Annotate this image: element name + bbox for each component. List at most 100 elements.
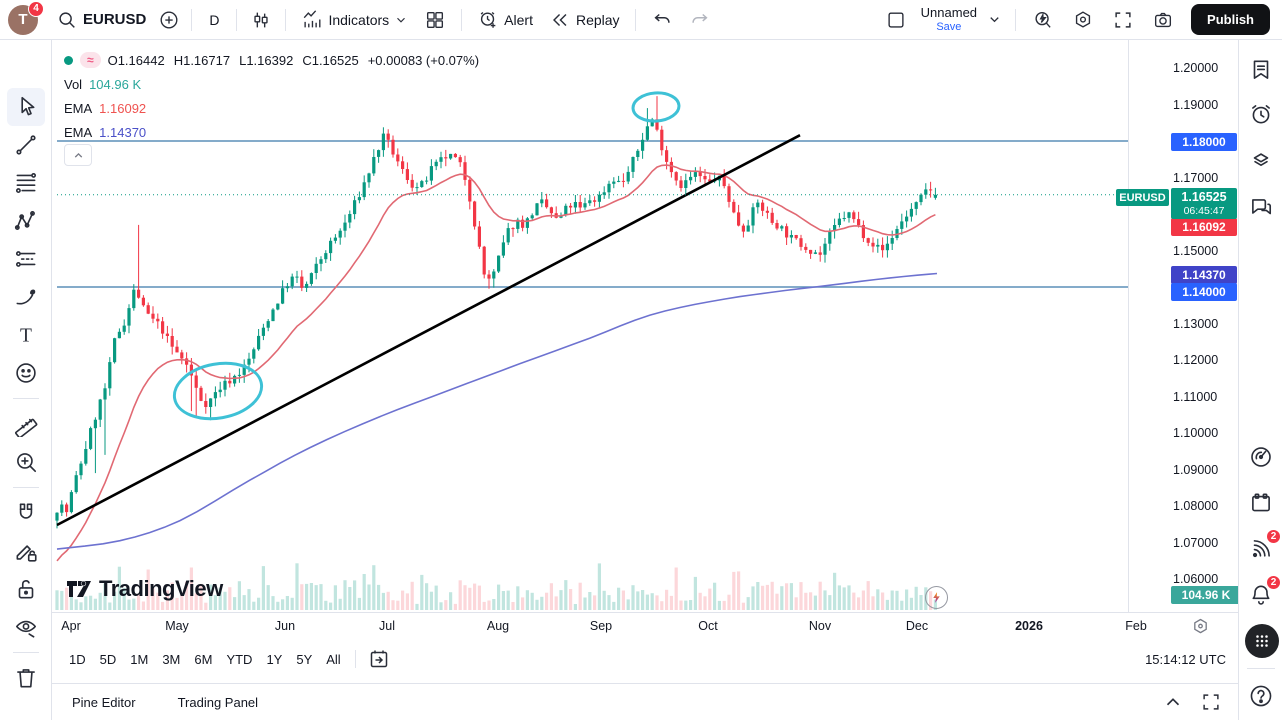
ema2-value: 1.14370 <box>99 124 147 140</box>
layout-templates-icon[interactable] <box>424 9 446 31</box>
price-tick: 1.06000 <box>1173 572 1219 586</box>
price-tick: 1.15000 <box>1173 243 1219 258</box>
legend-low: L1.16392 <box>239 52 294 68</box>
fullscreen-icon[interactable] <box>1112 9 1134 31</box>
lock-all-tool[interactable] <box>7 570 45 608</box>
chat-icon[interactable] <box>1245 191 1277 223</box>
time-tick-dec: Dec <box>905 619 929 633</box>
bottom-panel: Pine Editor Trading Panel <box>52 683 1238 720</box>
layout-name-button[interactable]: Unnamed Save <box>917 5 981 33</box>
save-link[interactable]: Save <box>936 20 962 33</box>
replay-button[interactable]: Replay <box>541 4 628 36</box>
price-tick: 1.07000 <box>1173 535 1219 550</box>
drawing-pencil-lock-tool[interactable] <box>7 532 45 570</box>
range-6m-button[interactable]: 6M <box>194 651 213 667</box>
apps-grid-icon[interactable] <box>1245 624 1279 658</box>
cursor-tool[interactable] <box>6 88 45 126</box>
alert-button[interactable]: Alert <box>469 4 541 36</box>
price-tick: 1.11000 <box>1173 389 1218 404</box>
top-toolbar: T 4 EURUSD D <box>0 0 1282 40</box>
zoom-in-tool[interactable] <box>7 443 45 481</box>
time-tick-aug: Aug <box>486 619 510 633</box>
indicators-button[interactable]: Indicators <box>293 4 416 36</box>
text-tool-tool[interactable]: T <box>7 316 45 354</box>
trend-line-tool[interactable] <box>7 126 45 164</box>
notifications-bell-icon[interactable]: 2 <box>1245 575 1281 611</box>
price-tick: 1.10000 <box>1173 426 1219 440</box>
xabcd-pattern-tool[interactable] <box>7 202 45 240</box>
replay-label: Replay <box>575 11 620 28</box>
chevron-down-icon <box>394 13 408 27</box>
watchlist-icon[interactable] <box>1245 54 1277 86</box>
snapshot-camera-icon[interactable] <box>1152 9 1174 31</box>
range-1m-button[interactable]: 1M <box>130 651 149 667</box>
toolbar-separator <box>285 8 287 31</box>
single-layout-icon[interactable] <box>885 9 907 31</box>
interval-button[interactable]: D <box>199 4 229 36</box>
chart-style-candles-icon[interactable] <box>250 9 272 31</box>
watermark-text: TradingView <box>99 576 223 601</box>
price-chart-canvas[interactable] <box>52 40 1128 612</box>
ema1-value: 1.16092 <box>99 100 147 116</box>
time-tick-jun: Jun <box>274 619 296 633</box>
range-all-button[interactable]: All <box>326 651 341 667</box>
forecast-tool[interactable] <box>7 240 45 278</box>
legend-collapse-button[interactable] <box>64 144 92 166</box>
range-1d-button[interactable]: 1D <box>69 651 86 667</box>
symbol-search-button[interactable]: EURUSD <box>48 4 154 36</box>
toolbar-divider <box>12 398 39 399</box>
quick-search-icon[interactable] <box>1032 9 1054 31</box>
range-ytd-button[interactable]: YTD <box>226 651 253 667</box>
legend-ema2-row[interactable]: EMA 1.14370 <box>64 120 479 144</box>
range-3m-button[interactable]: 3M <box>162 651 181 667</box>
user-menu[interactable]: T 4 <box>8 0 44 35</box>
publish-button[interactable]: Publish <box>1191 4 1270 35</box>
alerts-clock-icon[interactable] <box>1245 98 1277 130</box>
time-axis[interactable]: Apr May Jun Jul Aug Sep Oct Nov Dec 2026 Feb <box>52 612 1238 640</box>
remove-drawings-trash-tool[interactable] <box>7 659 45 697</box>
object-tree-layers-icon[interactable] <box>1245 143 1277 175</box>
ruler-tool[interactable] <box>7 405 45 443</box>
settings-gear-icon[interactable] <box>1072 9 1094 31</box>
fib-retracement-tool[interactable] <box>7 164 45 202</box>
range-1y-button[interactable]: 1Y <box>266 651 283 667</box>
legend-ema1-row[interactable]: EMA 1.16092 <box>64 96 479 120</box>
current-price-value: 1.16525 <box>1181 190 1227 205</box>
goto-date-calendar-icon[interactable] <box>367 647 391 671</box>
help-icon[interactable] <box>1245 680 1277 712</box>
toolbar-divider <box>12 487 39 488</box>
magnet-tool[interactable] <box>7 494 45 532</box>
pine-editor-tab[interactable]: Pine Editor <box>72 694 136 710</box>
emoji-tool[interactable] <box>7 354 45 392</box>
trading-panel-tab[interactable]: Trading Panel <box>177 694 259 710</box>
panel-chevron-up-icon[interactable] <box>1162 691 1184 713</box>
clock-utc[interactable]: 15:14:12 UTC <box>1145 651 1226 667</box>
price-axis[interactable]: 1.20000 1.19000 1.17000 1.15000 1.13000 1.120… <box>1116 40 1241 612</box>
symbol-price-tag: EURUSD <box>1116 189 1169 206</box>
time-axis-settings-icon[interactable] <box>1190 616 1211 637</box>
legend-volume-row[interactable]: Vol 104.96 K <box>64 72 479 96</box>
time-tick-may: May <box>165 619 189 633</box>
economic-calendar-icon[interactable] <box>1245 487 1277 519</box>
redo-icon[interactable] <box>689 9 711 31</box>
legend-ohlc-row: ≈ O1.16442 H1.16717 L1.16392 C1.16525 +0… <box>64 48 479 72</box>
ema2-label: EMA <box>64 124 93 140</box>
sidebar-divider <box>1247 668 1275 669</box>
chevron-down-icon[interactable] <box>987 12 1002 27</box>
time-tick-apr: Apr <box>61 619 81 633</box>
price-tick: 1.13000 <box>1173 316 1219 331</box>
hide-drawings-eye-tool[interactable] <box>7 608 45 646</box>
undo-icon[interactable] <box>651 9 673 31</box>
range-5d-button[interactable]: 5D <box>99 651 117 667</box>
brush-tool[interactable] <box>7 278 45 316</box>
price-label-1-14: 1.14000 <box>1171 283 1237 301</box>
screener-radar-icon[interactable] <box>1245 441 1277 473</box>
panel-maximize-icon[interactable] <box>1200 691 1222 713</box>
time-tick-sep: Sep <box>589 619 613 633</box>
range-5y-button[interactable]: 5Y <box>296 651 313 667</box>
compare-add-icon[interactable] <box>158 9 180 31</box>
ideas-stream-icon[interactable]: 2 <box>1245 529 1281 565</box>
replay-rewind-icon <box>549 9 571 31</box>
spark-icon[interactable] <box>925 586 948 609</box>
